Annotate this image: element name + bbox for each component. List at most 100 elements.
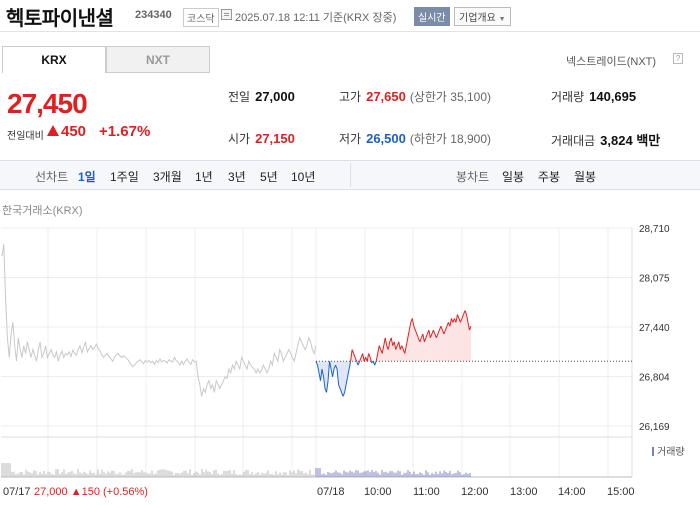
company-overview-button[interactable]: 기업개요 ▼ — [454, 7, 511, 26]
period-1y[interactable]: 1년 — [195, 170, 213, 184]
up-area — [433, 330, 435, 362]
stat-value: 26,500 — [366, 131, 406, 146]
time-tick: 15:00 — [607, 486, 635, 498]
candle-daily[interactable]: 일봉 — [502, 170, 525, 184]
up-area — [424, 337, 426, 362]
up-segment — [449, 318, 452, 327]
up-segment — [461, 314, 464, 319]
up-segment — [381, 345, 385, 354]
stat-low: 저가 26,500 (하한가 18,900) — [339, 130, 491, 147]
up-segment — [435, 333, 439, 339]
stat-value: 27,150 — [255, 131, 295, 146]
prev-date: 07/17 — [3, 486, 31, 498]
down-area — [343, 361, 345, 397]
tab-nxt[interactable]: NXT — [106, 46, 210, 73]
stat-label: 고가 — [339, 90, 362, 104]
up-area — [443, 330, 446, 362]
prev-day-line — [1, 244, 317, 397]
up-area — [410, 318, 413, 362]
up-area — [467, 322, 470, 362]
period-10y[interactable]: 10년 — [291, 170, 316, 184]
up-segment — [377, 345, 380, 354]
up-area — [458, 318, 461, 362]
up-segment — [407, 329, 410, 338]
up-segment — [411, 318, 415, 327]
up-segment — [404, 345, 407, 354]
down-segment — [323, 376, 326, 389]
up-area — [448, 322, 450, 362]
up-segment — [455, 314, 458, 323]
candle-monthly[interactable]: 월봉 — [574, 170, 597, 184]
up-arrow-icon — [47, 125, 59, 136]
volume-legend-swatch — [652, 447, 654, 456]
up-segment — [354, 357, 358, 362]
up-segment — [459, 318, 463, 323]
up-segment — [469, 326, 472, 331]
up-segment — [444, 326, 448, 331]
up-area — [451, 318, 453, 362]
volume-bars — [1, 463, 471, 477]
today-date: 07/18 — [317, 486, 345, 498]
up-segment — [393, 341, 397, 350]
change-label: 전일대비 — [7, 131, 44, 142]
y-tick-label: 27,440 — [639, 323, 670, 334]
help-icon[interactable]: ? — [673, 53, 683, 64]
time-tick: 14:00 — [558, 486, 586, 498]
down-segment — [317, 365, 320, 374]
up-segment — [353, 353, 356, 358]
up-area — [431, 330, 434, 362]
up-area — [388, 341, 390, 362]
down-segment — [348, 361, 352, 370]
up-segment — [405, 337, 409, 346]
nxt-link[interactable]: 넥스트레이드(NXT) — [566, 56, 657, 68]
up-segment — [375, 353, 379, 362]
down-segment — [342, 392, 346, 397]
up-segment — [419, 337, 422, 342]
up-area — [425, 333, 428, 362]
period-1w[interactable]: 1주일 — [110, 170, 139, 184]
period-1d[interactable]: 1일 — [78, 170, 96, 184]
period-3m[interactable]: 3개월 — [153, 170, 182, 184]
down-segment — [345, 376, 349, 385]
period-bar: 선차트 1일 1주일 3개월 1년 3년 5년 10년 봉차트 일봉 주봉 월봉 — [0, 160, 700, 190]
stat-open: 시가 27,150 — [228, 130, 295, 147]
down-segment — [326, 380, 329, 393]
down-segment — [329, 361, 332, 370]
up-segment — [423, 337, 427, 342]
down-area — [341, 361, 344, 397]
down-segment — [320, 368, 323, 381]
y-tick-label: 26,804 — [639, 373, 670, 384]
stat-prev-close: 전일 27,000 — [228, 88, 295, 105]
down-segment — [339, 388, 343, 393]
down-area — [325, 361, 327, 393]
change-amount: 450 — [61, 123, 87, 140]
calendar-icon — [221, 9, 232, 20]
up-area — [469, 326, 471, 362]
candle-weekly[interactable]: 주봉 — [538, 170, 561, 184]
down-segment — [347, 368, 350, 377]
down-segment — [335, 364, 338, 370]
stock-code: 234340 — [135, 9, 172, 21]
up-area — [446, 322, 449, 362]
up-segment — [464, 310, 467, 315]
up-area — [436, 333, 438, 362]
tab-krx[interactable]: KRX — [2, 46, 106, 73]
up-segment — [425, 333, 428, 339]
up-segment — [443, 329, 446, 335]
up-area — [397, 341, 399, 362]
up-area — [445, 326, 447, 362]
stock-name: 헥토파이낸셜 — [6, 8, 114, 30]
up-area — [415, 330, 417, 362]
up-segment — [401, 345, 404, 350]
up-area — [412, 318, 414, 362]
prev-day-info: 27,000 ▲150 (+0.56%) — [34, 486, 148, 498]
down-segment — [344, 384, 347, 393]
period-3y[interactable]: 3년 — [228, 170, 246, 184]
stat-value: 27,650 — [366, 89, 406, 104]
time-tick: 12:00 — [461, 486, 489, 498]
period-5y[interactable]: 5년 — [260, 170, 278, 184]
up-area — [466, 314, 468, 362]
down-area — [319, 361, 321, 381]
up-area — [398, 341, 401, 362]
up-area — [452, 318, 455, 362]
